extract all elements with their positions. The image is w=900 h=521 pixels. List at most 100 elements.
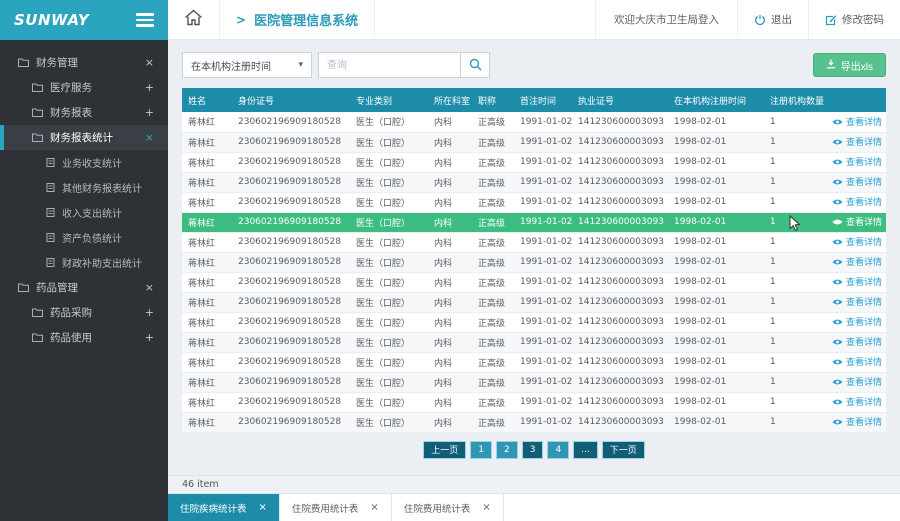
close-icon[interactable]: × bbox=[370, 502, 379, 513]
page-button-2[interactable]: 2 bbox=[495, 440, 518, 459]
expand-icon[interactable]: + bbox=[144, 331, 154, 344]
bottom-tab-0[interactable]: 住院疾病统计表 × bbox=[168, 494, 280, 521]
table-cell: 1998-02-01 bbox=[668, 132, 764, 153]
change-password-button[interactable]: 修改密码 bbox=[808, 0, 900, 39]
action-cell: 查看详情 bbox=[828, 232, 886, 253]
view-detail-label: 查看详情 bbox=[846, 178, 883, 189]
hamburger-menu-icon[interactable] bbox=[136, 13, 154, 27]
view-detail-link[interactable]: 查看详情 bbox=[832, 255, 882, 268]
table-row[interactable]: 蒋林红 230602196909180528 医生（口腔） 内科 正高级 1991-01-… bbox=[182, 152, 886, 173]
collapse-icon[interactable]: × bbox=[144, 56, 154, 69]
view-detail-link[interactable]: 查看详情 bbox=[832, 415, 882, 428]
table-row[interactable]: 蒋林红 230602196909180528 医生（口腔） 内科 正高级 1991-01-… bbox=[182, 232, 886, 253]
view-detail-link[interactable]: 查看详情 bbox=[832, 395, 882, 408]
expand-icon[interactable]: + bbox=[144, 306, 154, 319]
table-row[interactable]: 蒋林红 230602196909180528 医生（口腔） 内科 正高级 1991-01-… bbox=[182, 132, 886, 153]
table-row[interactable]: 蒋林红 230602196909180528 医生（口腔） 内科 正高级 1991-01-… bbox=[182, 372, 886, 393]
action-cell: 查看详情 bbox=[828, 372, 886, 393]
view-detail-link[interactable]: 查看详情 bbox=[832, 155, 882, 168]
table-row[interactable]: 蒋林红 230602196909180528 医生（口腔） 内科 正高级 1991-01-… bbox=[182, 352, 886, 373]
logout-button[interactable]: 退出 bbox=[737, 0, 808, 39]
expand-icon[interactable]: + bbox=[144, 81, 154, 94]
view-detail-link[interactable]: 查看详情 bbox=[832, 135, 882, 148]
filter-select[interactable]: 在本机构注册时间 ▾ bbox=[182, 52, 312, 78]
close-icon[interactable]: × bbox=[482, 502, 491, 513]
table-cell: 1 bbox=[764, 192, 828, 213]
bottom-tab-2[interactable]: 住院费用统计表 × bbox=[392, 494, 504, 521]
column-header: 执业证号 bbox=[572, 88, 668, 112]
next-page-button[interactable]: 下一页 bbox=[601, 440, 645, 459]
home-button[interactable] bbox=[168, 0, 220, 39]
sidebar-item-10[interactable]: 药品采购 + bbox=[0, 300, 168, 325]
search-input[interactable] bbox=[318, 52, 460, 78]
table-cell: 230602196909180528 bbox=[232, 152, 350, 173]
table-row[interactable]: 蒋林红 230602196909180528 医生（口腔） 内科 正高级 1991-01-… bbox=[182, 192, 886, 213]
sidebar-item-9[interactable]: 药品管理 × bbox=[0, 275, 168, 300]
table-row[interactable]: 蒋林红 230602196909180528 医生（口腔） 内科 正高级 1991-01-… bbox=[182, 112, 886, 133]
table-row[interactable]: 蒋林红 230602196909180528 医生（口腔） 内科 正高级 1991-01-… bbox=[182, 412, 886, 433]
sidebar-item-8[interactable]: 财政补助支出统计 bbox=[0, 250, 168, 275]
table-row[interactable]: 蒋林红 230602196909180528 医生（口腔） 内科 正高级 1991-01-… bbox=[182, 252, 886, 273]
table-cell: 蒋林红 bbox=[182, 212, 232, 233]
sidebar-item-4[interactable]: 业务收支统计 bbox=[0, 150, 168, 175]
table-cell: 1991-01-02 bbox=[514, 152, 572, 173]
collapse-icon[interactable]: × bbox=[144, 131, 154, 144]
sidebar-item-7[interactable]: 资产负债统计 bbox=[0, 225, 168, 250]
table-row[interactable]: 蒋林红 230602196909180528 医生（口腔） 内科 正高级 1991-01-… bbox=[182, 172, 886, 193]
page-button-3[interactable]: 3 bbox=[521, 440, 544, 459]
table-row[interactable]: 蒋林红 230602196909180528 医生（口腔） 内科 正高级 1991-01-… bbox=[182, 212, 886, 233]
export-button[interactable]: 导出xls bbox=[812, 53, 886, 77]
page-ellipsis[interactable]: ... bbox=[573, 440, 598, 459]
table-cell: 正高级 bbox=[472, 132, 514, 153]
view-detail-link[interactable]: 查看详情 bbox=[832, 335, 882, 348]
table-row[interactable]: 蒋林红 230602196909180528 医生（口腔） 内科 正高级 1991-01-… bbox=[182, 312, 886, 333]
table-row[interactable]: 蒋林红 230602196909180528 医生（口腔） 内科 正高级 1991-01-… bbox=[182, 332, 886, 353]
table-row[interactable]: 蒋林红 230602196909180528 医生（口腔） 内科 正高级 1991-01-… bbox=[182, 292, 886, 313]
sidebar-item-5[interactable]: 其他财务报表统计 bbox=[0, 175, 168, 200]
sidebar-menu: 财务管理 × 医疗服务 + 财务报表 + 财务报表统计 × 业务收支统计 其他财务报表统计 收入支出… bbox=[0, 40, 168, 350]
table-cell: 1998-02-01 bbox=[668, 172, 764, 193]
action-cell: 查看详情 bbox=[828, 392, 886, 413]
view-detail-link[interactable]: 查看详情 bbox=[832, 235, 882, 248]
expand-icon[interactable]: + bbox=[144, 106, 154, 119]
search-button[interactable] bbox=[460, 52, 490, 78]
export-button-label: 导出xls bbox=[840, 61, 873, 73]
table-cell: 1 bbox=[764, 212, 828, 233]
data-table: 姓名 身份证号 专业类别 所在科室 职称 首注时间 执业证号 在本机构注册时间 注册机构数量 蒋… bbox=[182, 88, 886, 433]
table-cell: 蒋林红 bbox=[182, 252, 232, 273]
sidebar-item-0[interactable]: 财务管理 × bbox=[0, 50, 168, 75]
table-cell: 1998-02-01 bbox=[668, 292, 764, 313]
view-detail-link[interactable]: 查看详情 bbox=[832, 195, 882, 208]
table-row[interactable]: 蒋林红 230602196909180528 医生（口腔） 内科 正高级 1991-01-… bbox=[182, 272, 886, 293]
page-button-4[interactable]: 4 bbox=[547, 440, 570, 459]
view-detail-link[interactable]: 查看详情 bbox=[832, 315, 882, 328]
view-detail-link[interactable]: 查看详情 bbox=[832, 375, 882, 388]
page-button-1[interactable]: 1 bbox=[470, 440, 492, 459]
close-icon[interactable]: × bbox=[258, 502, 267, 513]
sidebar-item-3[interactable]: 财务报表统计 × bbox=[0, 125, 168, 150]
table-cell: 141230600003093 bbox=[572, 292, 668, 313]
table-row[interactable]: 蒋林红 230602196909180528 医生（口腔） 内科 正高级 1991-01-… bbox=[182, 392, 886, 413]
view-detail-link[interactable]: 查看详情 bbox=[832, 175, 882, 188]
table-cell: 1998-02-01 bbox=[668, 192, 764, 213]
view-detail-link[interactable]: 查看详情 bbox=[832, 215, 882, 228]
collapse-icon[interactable]: × bbox=[144, 281, 154, 294]
view-detail-label: 查看详情 bbox=[846, 378, 883, 389]
table-cell: 141230600003093 bbox=[572, 152, 668, 173]
view-detail-link[interactable]: 查看详情 bbox=[832, 115, 882, 128]
prev-page-button[interactable]: 上一页 bbox=[423, 440, 467, 459]
view-detail-link[interactable]: 查看详情 bbox=[832, 275, 882, 288]
view-detail-link[interactable]: 查看详情 bbox=[832, 295, 882, 308]
sidebar-item-11[interactable]: 药品使用 + bbox=[0, 325, 168, 350]
table-cell: 正高级 bbox=[472, 372, 514, 393]
sidebar-item-6[interactable]: 收入支出统计 bbox=[0, 200, 168, 225]
view-detail-link[interactable]: 查看详情 bbox=[832, 355, 882, 368]
table-cell: 1991-01-02 bbox=[514, 352, 572, 373]
sidebar-item-2[interactable]: 财务报表 + bbox=[0, 100, 168, 125]
bottom-tab-label: 住院疾病统计表 bbox=[180, 503, 247, 515]
item-count-bar: 46 item bbox=[168, 475, 900, 493]
table-cell: 1991-01-02 bbox=[514, 392, 572, 413]
sidebar-item-1[interactable]: 医疗服务 + bbox=[0, 75, 168, 100]
bottom-tab-1[interactable]: 住院费用统计表 × bbox=[280, 494, 392, 521]
